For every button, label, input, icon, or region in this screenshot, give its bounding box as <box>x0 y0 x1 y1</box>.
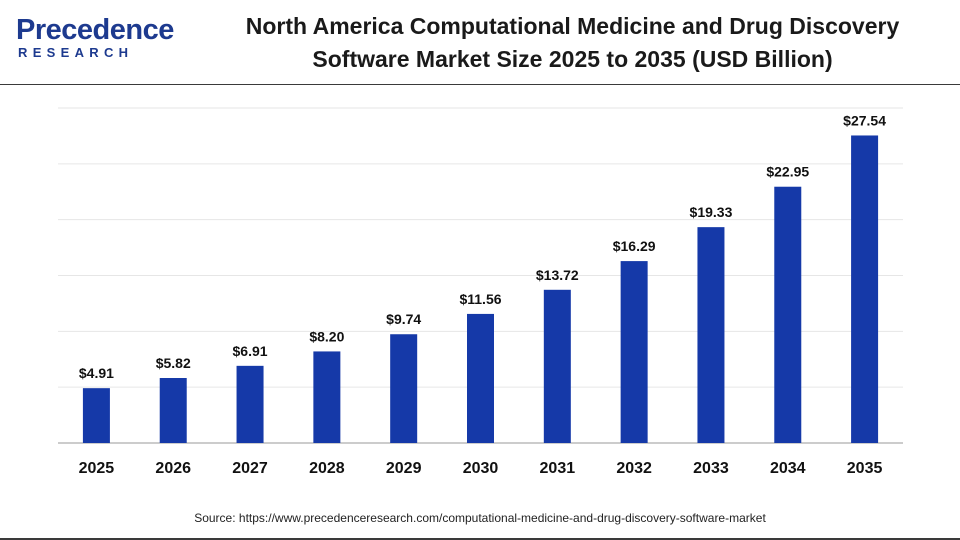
bar <box>236 365 264 443</box>
x-tick-label: 2035 <box>847 460 883 477</box>
logo-wordmark: Precedence <box>16 14 174 46</box>
bar <box>313 351 341 443</box>
footer-divider <box>0 538 960 540</box>
x-tick-label: 2032 <box>616 460 652 477</box>
data-label: $11.56 <box>459 291 501 307</box>
x-tick-label: 2033 <box>693 460 729 477</box>
data-label: $6.91 <box>233 343 268 359</box>
chart-title-line-2: Software Market Size 2025 to 2035 (USD B… <box>312 46 833 72</box>
data-label: $5.82 <box>156 355 191 371</box>
data-label: $8.20 <box>309 328 344 344</box>
data-label: $22.95 <box>766 164 809 180</box>
logo-subtitle: RESEARCH <box>18 45 134 60</box>
bar <box>390 334 418 443</box>
chart-title: North America Computational Medicine and… <box>200 10 945 76</box>
data-label: $16.29 <box>613 238 656 254</box>
x-tick-label: 2029 <box>386 460 422 477</box>
brand-logo: Precedence RESEARCH <box>16 14 174 64</box>
bar <box>774 186 802 443</box>
bar <box>467 313 494 443</box>
bar <box>697 227 725 443</box>
data-label: $9.74 <box>386 311 421 327</box>
source-note: Source: https://www.precedenceresearch.c… <box>194 511 766 525</box>
data-label: $4.91 <box>79 365 114 381</box>
bar <box>620 261 648 443</box>
bar <box>82 388 110 443</box>
bar <box>851 135 879 443</box>
x-tick-label: 2028 <box>309 460 345 477</box>
x-tick-label: 2027 <box>232 460 268 477</box>
data-label: $19.33 <box>690 204 733 220</box>
x-tick-label: 2026 <box>155 460 191 477</box>
bar-chart: $4.91 2025 $5.82 2026 $6.91 2027 $8.20 2028 $9.7… <box>58 107 903 477</box>
header: Precedence RESEARCH North America Comput… <box>0 0 960 84</box>
x-tick-label: 2025 <box>79 460 115 477</box>
bar <box>543 289 571 443</box>
bar <box>159 378 187 443</box>
data-label: $13.72 <box>536 267 579 283</box>
chart-title-line-1: North America Computational Medicine and… <box>245 13 900 39</box>
x-tick-label: 2030 <box>463 460 499 477</box>
data-label: $27.54 <box>843 112 886 128</box>
header-divider <box>0 84 960 85</box>
x-tick-label: 2031 <box>540 460 576 477</box>
x-tick-label: 2034 <box>770 460 806 477</box>
